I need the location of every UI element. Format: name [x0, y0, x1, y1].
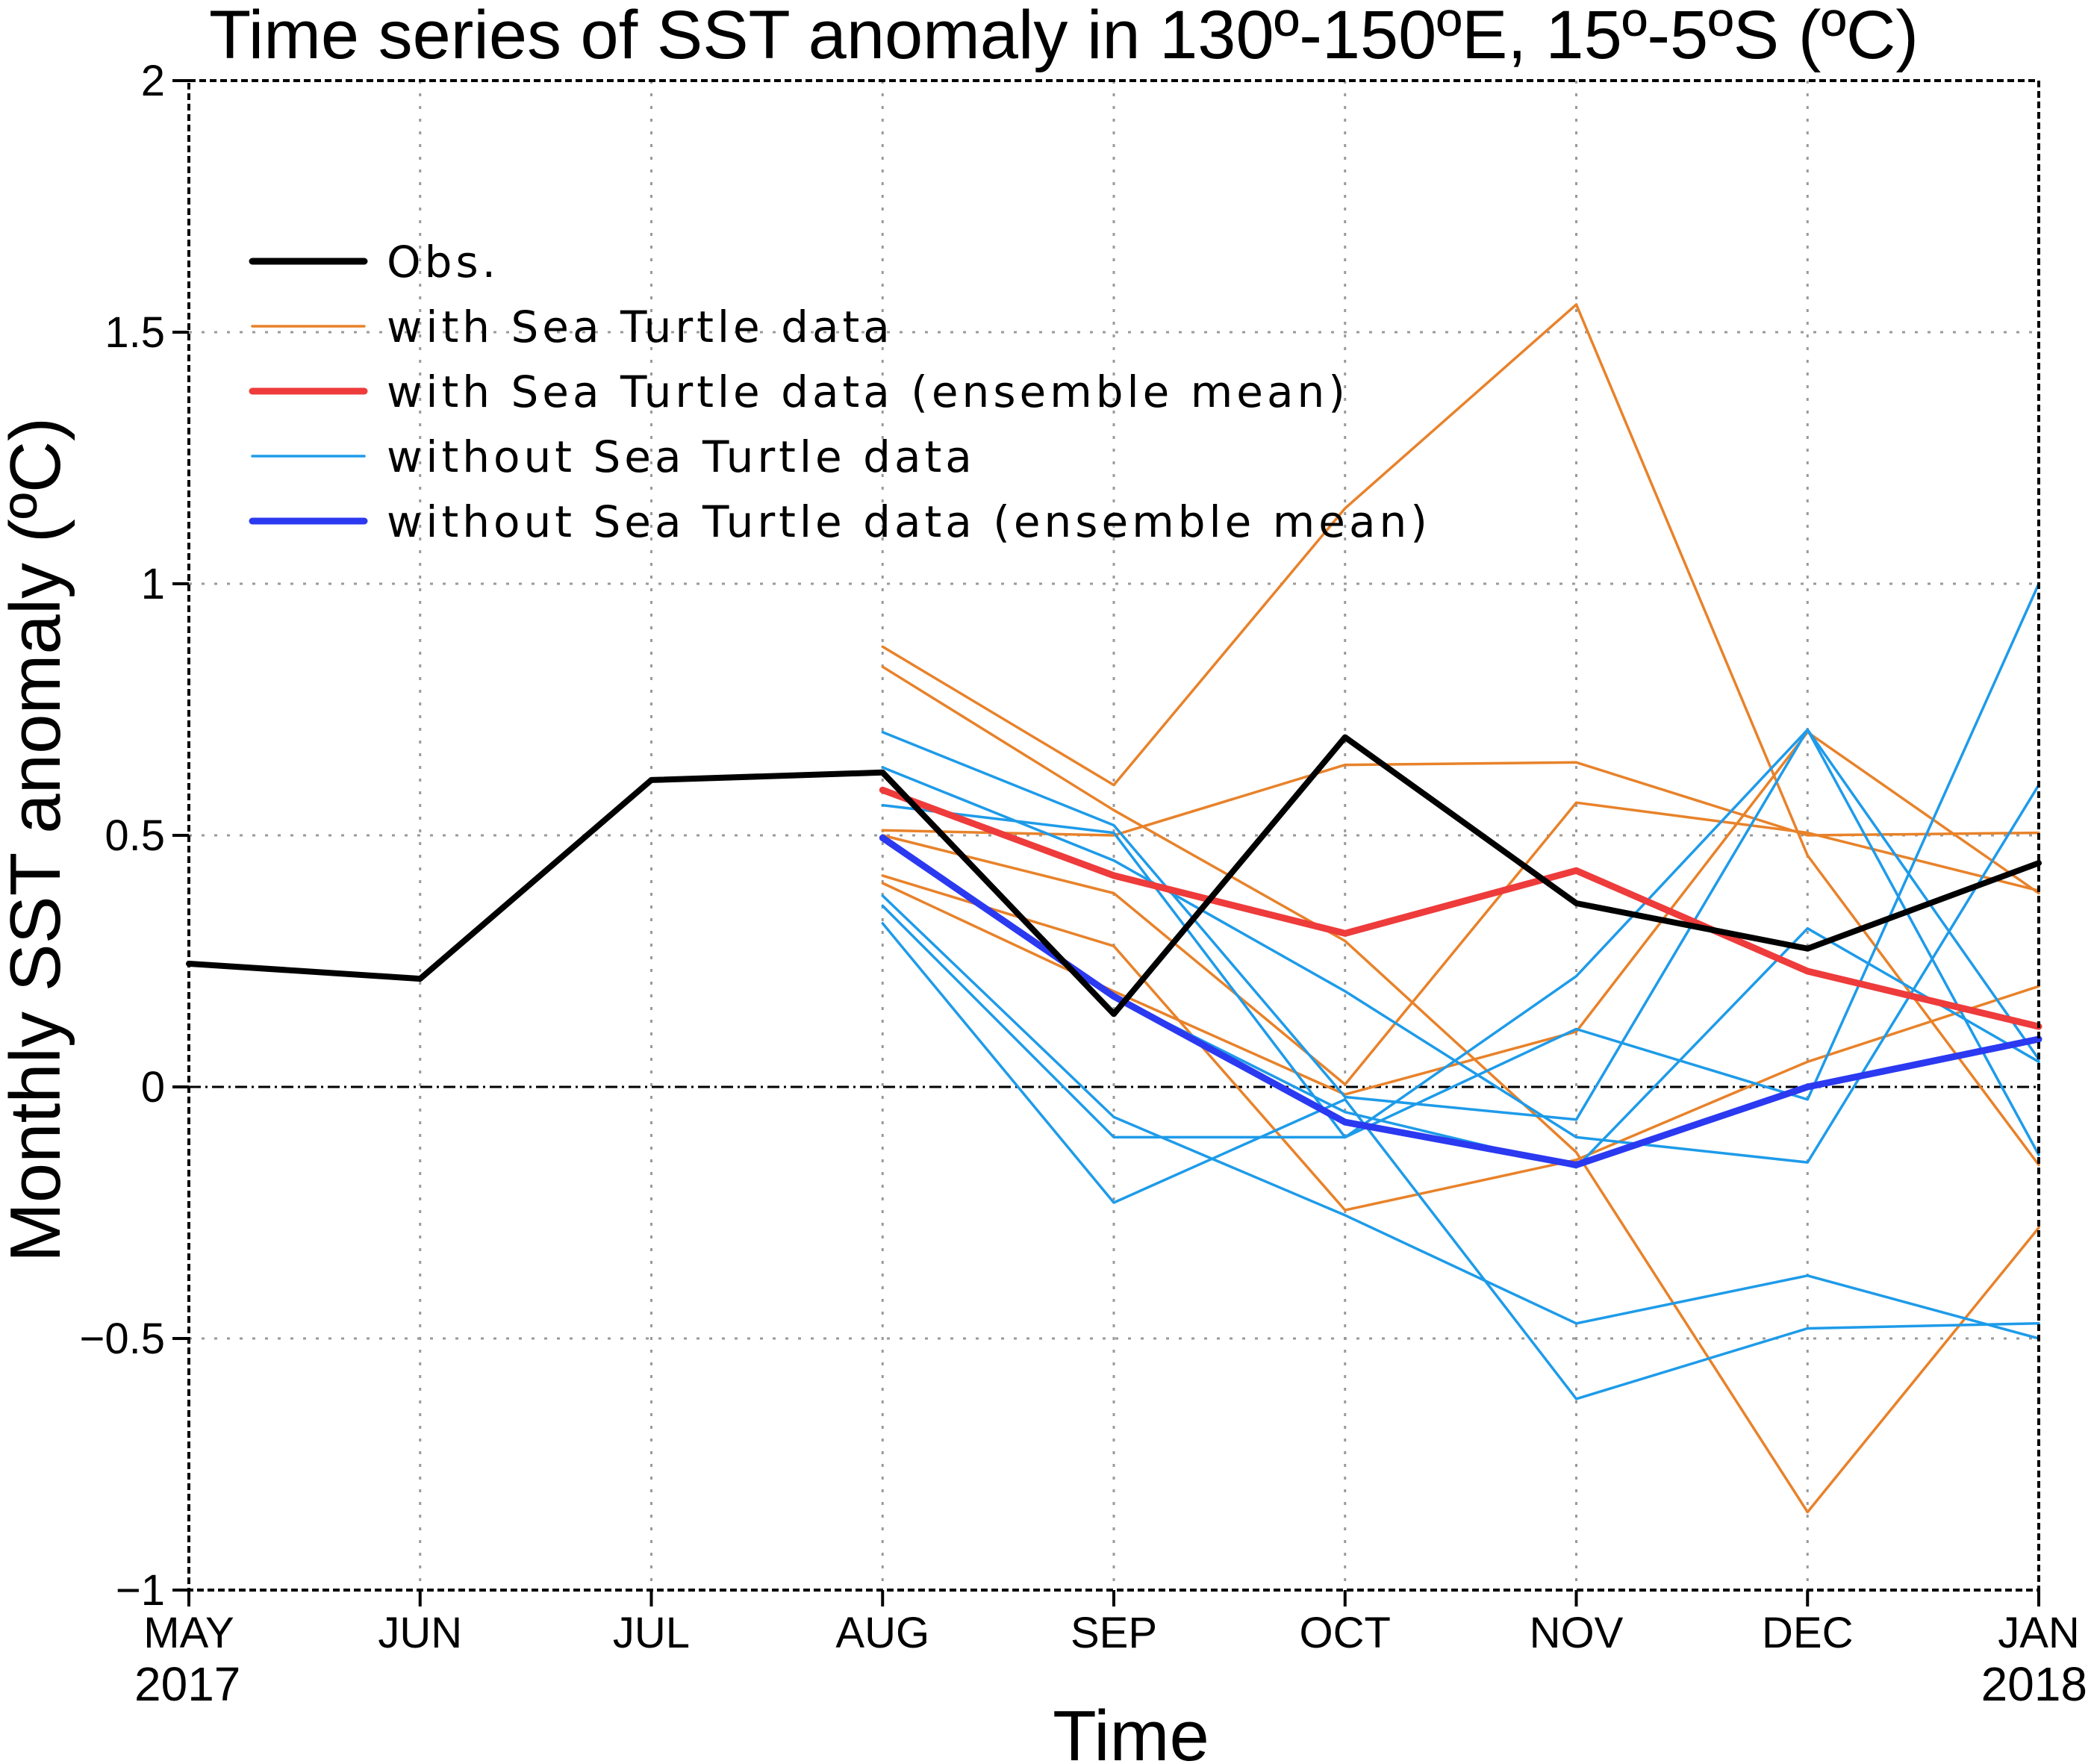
x-tick-label: SEP: [1071, 1609, 1157, 1657]
x-tick-label: JUL: [613, 1609, 690, 1657]
x-tick-label: DEC: [1762, 1609, 1853, 1657]
chart-title: Time series of SST anomaly in 130º-150ºE…: [209, 0, 1919, 73]
with-turtle-member-line-4: [881, 801, 2040, 1086]
x-tick-label: AUG: [835, 1609, 929, 1657]
legend-label: with Sea Turtle data: [387, 302, 894, 352]
axes: −1 −0.5 0 0.5 1 1.5 2 MAY JUN JUL AUG SEP OCT NOV DEC J…: [80, 57, 2088, 1711]
y-tick-label: 2: [141, 57, 165, 105]
with-turtle-member-line-3: [881, 761, 2040, 837]
y-tick-label: 0.5: [105, 811, 165, 860]
x-year-label: 2017: [134, 1657, 240, 1711]
legend-label: with Sea Turtle data (ensemble mean): [387, 367, 1349, 417]
x-year-label: 2018: [1981, 1657, 2087, 1711]
legend-label: Obs.: [387, 237, 499, 287]
with-turtle-member-line-1: [881, 303, 2040, 1167]
x-tick-label: JAN: [1998, 1609, 2080, 1657]
x-axis-label: Time: [1053, 1696, 1209, 1764]
without-turtle-member-line-2: [881, 766, 2040, 1164]
without-turtle-member-line-3: [881, 728, 2040, 1156]
y-tick-label: −0.5: [80, 1315, 166, 1363]
y-tick-label: −1: [116, 1566, 165, 1615]
x-tick-label: NOV: [1530, 1609, 1624, 1657]
y-axis-label: Monthly SST anomaly (ºC): [0, 417, 75, 1262]
legend-label: without Sea Turtle data: [387, 431, 976, 482]
without-turtle-member-line-5: [881, 582, 2040, 1139]
with-turtle-mean-line: [879, 786, 2042, 1030]
grid-lines: [189, 81, 2039, 1590]
series-lines: [186, 303, 2042, 1514]
without-turtle-member-line-4: [881, 894, 2040, 1340]
with-turtle-member-line-5: [881, 874, 2040, 1212]
with-turtle-member-line-2: [881, 665, 2040, 1514]
x-tick-label: MAY: [143, 1609, 234, 1657]
legend: Obs. with Sea Turtle data with Sea Turtle …: [249, 237, 1431, 547]
obs-line: [186, 734, 2042, 1017]
without-turtle-member-line-6: [881, 922, 2040, 1400]
y-tick-label: 1.5: [105, 308, 165, 357]
x-tick-label: JUN: [378, 1609, 462, 1657]
legend-label: without Sea Turtle data (ensemble mean): [387, 496, 1431, 547]
without-turtle-member-line-1: [881, 728, 2040, 1121]
y-tick-label: 1: [141, 560, 165, 608]
y-tick-label: 0: [141, 1063, 165, 1112]
x-tick-label: OCT: [1300, 1609, 1391, 1657]
